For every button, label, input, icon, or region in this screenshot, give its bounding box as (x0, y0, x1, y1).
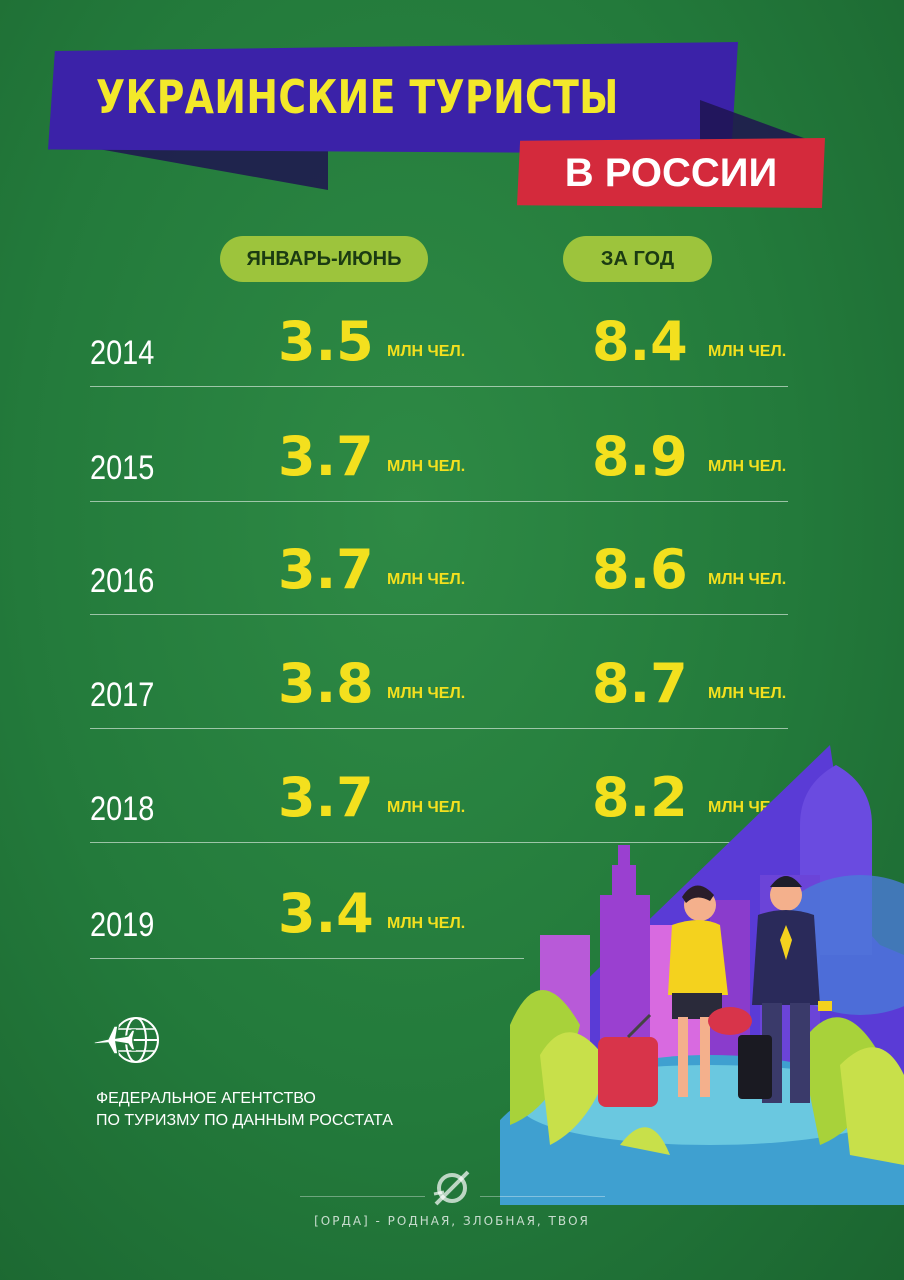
value-year-total: 8.9 (592, 425, 688, 488)
row-year: 2018 (90, 790, 155, 828)
row-year: 2016 (90, 562, 155, 600)
unit-label: МЛН ЧЕЛ. (708, 343, 787, 360)
orda-logo-icon (433, 1170, 470, 1206)
unit-label: МЛН ЧЕЛ. (708, 685, 787, 702)
unit-label: МЛН ЧЕЛ. (387, 799, 466, 816)
row-year: 2019 (90, 906, 155, 944)
footer-line-left (300, 1196, 425, 1197)
travelers-illustration (500, 745, 904, 1205)
column-header-jan-jun: ЯНВАРЬ-ИЮНЬ (220, 236, 428, 282)
row-divider (90, 614, 788, 615)
row-divider (90, 386, 788, 387)
row-divider (90, 958, 524, 959)
source-text: ФЕДЕРАЛЬНОЕ АГЕНТСТВО ПО ТУРИЗМУ ПО ДАНН… (96, 1088, 436, 1132)
unit-label: МЛН ЧЕЛ. (708, 458, 787, 475)
unit-label: МЛН ЧЕЛ. (387, 571, 466, 588)
unit-label: МЛН ЧЕЛ. (387, 458, 466, 475)
unit-label: МЛН ЧЕЛ. (387, 915, 466, 932)
row-divider (90, 842, 788, 843)
value-jan-jun: 3.7 (278, 766, 374, 829)
table-row: 2016 3.7 МЛН ЧЕЛ. 8.6 МЛН ЧЕЛ. (90, 538, 790, 658)
row-year: 2015 (90, 449, 155, 487)
source-line-2: ПО ТУРИЗМУ ПО ДАННЫМ РОССТАТА (96, 1112, 393, 1129)
footer-line-right (480, 1196, 605, 1197)
table-row: 2018 3.7 МЛН ЧЕЛ. 8.2 МЛН ЧЕЛ. (90, 766, 790, 886)
value-year-total: 8.6 (592, 538, 688, 601)
value-year-total: 8.7 (592, 652, 688, 715)
unit-label: МЛН ЧЕЛ. (387, 343, 466, 360)
value-jan-jun: 3.4 (278, 882, 374, 945)
value-jan-jun: 3.7 (278, 538, 374, 601)
table-row: 2017 3.8 МЛН ЧЕЛ. 8.7 МЛН ЧЕЛ. (90, 652, 790, 772)
row-divider (90, 501, 788, 502)
value-jan-jun: 3.8 (278, 652, 374, 715)
value-jan-jun: 3.5 (278, 310, 374, 373)
row-year: 2017 (90, 676, 155, 714)
source-line-1: ФЕДЕРАЛЬНОЕ АГЕНТСТВО (96, 1090, 316, 1107)
value-year-total: 8.4 (592, 310, 688, 373)
page-subtitle: В РОССИИ (564, 151, 778, 195)
page-title: УКРАИНСКИЕ ТУРИСТЫ (96, 70, 619, 124)
row-year: 2014 (90, 334, 155, 372)
unit-label: МЛН ЧЕЛ. (387, 685, 466, 702)
subtitle-band (517, 138, 825, 208)
title-band (48, 42, 738, 154)
value-year-total: 8.2 (592, 766, 688, 829)
column-header-year: ЗА ГОД (563, 236, 712, 282)
unit-label: МЛН ЧЕЛ. (708, 571, 787, 588)
table-row: 2015 3.7 МЛН ЧЕЛ. 8.9 МЛН ЧЕЛ. (90, 425, 790, 545)
footer-slogan: [ОРДА] - РОДНАЯ, ЗЛОБНАЯ, ТВОЯ (314, 1214, 590, 1228)
plane-globe-icon (93, 1017, 159, 1063)
table-row: 2019 3.4 МЛН ЧЕЛ. (90, 882, 790, 1002)
row-divider (90, 728, 788, 729)
table-row: 2014 3.5 МЛН ЧЕЛ. 8.4 МЛН ЧЕЛ. (90, 310, 790, 430)
value-jan-jun: 3.7 (278, 425, 374, 488)
